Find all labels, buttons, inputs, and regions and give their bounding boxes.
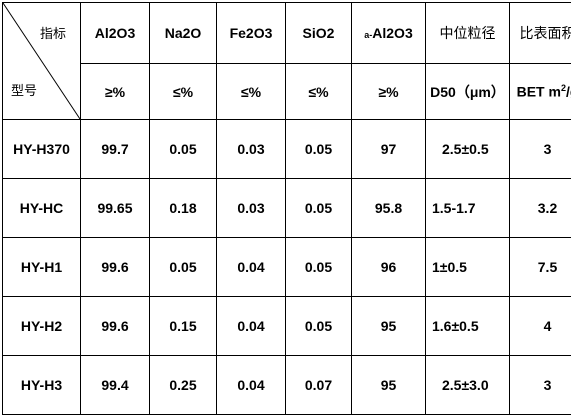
unit-d50: D50（μm） — [425, 63, 510, 120]
model-label: 型号 — [11, 84, 38, 99]
unit-na2o: ≤% — [149, 63, 217, 120]
diagonal-divider — [3, 3, 80, 119]
model-cell: HY-H1 — [2, 237, 81, 297]
al2o3-cell: 99.7 — [80, 119, 150, 179]
fe2o3-cell: 0.04 — [216, 355, 286, 415]
fe2o3-cell: 0.03 — [216, 178, 286, 238]
unit-sio2: ≤% — [285, 63, 352, 120]
na2o-cell: 0.05 — [149, 237, 217, 297]
bet-cell: 3.2 — [509, 178, 571, 238]
model-cell: HY-H3 — [2, 355, 81, 415]
al2o3-cell: 99.6 — [80, 237, 150, 297]
bet-cell: 3 — [509, 119, 571, 179]
bet-cell: 7.5 — [509, 237, 571, 297]
d50-cell: 2.5±0.5 — [425, 119, 510, 179]
col-header-specific-surface-area: 比表面积 — [509, 2, 571, 64]
bet-unit-sup: 2 — [560, 83, 566, 94]
model-cell: HY-H370 — [2, 119, 81, 179]
alpha-al2o3-cell: 97 — [351, 119, 426, 179]
alpha-al2o3-cell: 96 — [351, 237, 426, 297]
na2o-cell: 0.05 — [149, 119, 217, 179]
d50-cell: 1.5-1.7 — [425, 178, 510, 238]
header-row-names: 指标 型号 Al2O3 Na2O Fe2O3 SiO2 a-Al2O3 中位粒径… — [2, 2, 571, 120]
alpha-prefix: a- — [364, 30, 373, 40]
col-header-median-particle-size: 中位粒径 — [425, 2, 510, 64]
fe2o3-cell: 0.03 — [216, 119, 286, 179]
col-header-al2o3: Al2O3 — [80, 2, 150, 64]
col-header-sio2: SiO2 — [285, 2, 352, 64]
table-row: HY-H3 99.4 0.25 0.04 0.07 95 2.5±3.0 3 — [2, 355, 571, 415]
bet-unit-main: BET m — [516, 83, 561, 100]
col-header-fe2o3: Fe2O3 — [216, 2, 286, 64]
alpha-al2o3-label: Al2O3 — [372, 25, 413, 41]
unit-bet: BET m2/g — [509, 63, 571, 120]
alpha-al2o3-cell: 95.8 — [351, 178, 426, 238]
bet-cell: 4 — [509, 296, 571, 356]
al2o3-cell: 99.4 — [80, 355, 150, 415]
na2o-cell: 0.18 — [149, 178, 217, 238]
model-cell: HY-H2 — [2, 296, 81, 356]
al2o3-cell: 99.6 — [80, 296, 150, 356]
model-cell: HY-HC — [2, 178, 81, 238]
col-header-na2o: Na2O — [149, 2, 217, 64]
unit-al2o3: ≥% — [80, 63, 150, 120]
table-row: HY-HC 99.65 0.18 0.03 0.05 95.8 1.5-1.7 … — [2, 178, 571, 238]
na2o-cell: 0.25 — [149, 355, 217, 415]
unit-fe2o3: ≤% — [216, 63, 286, 120]
sio2-cell: 0.07 — [285, 355, 352, 415]
bet-cell: 3 — [509, 355, 571, 415]
na2o-cell: 0.15 — [149, 296, 217, 356]
d50-cell: 1±0.5 — [425, 237, 510, 297]
d50-cell: 1.6±0.5 — [425, 296, 510, 356]
bet-unit-tail: /g — [565, 83, 571, 100]
fe2o3-cell: 0.04 — [216, 237, 286, 297]
al2o3-cell: 99.65 — [80, 178, 150, 238]
indicator-label: 指标 — [40, 27, 67, 42]
table-row: HY-H370 99.7 0.05 0.03 0.05 97 2.5±0.5 3 — [2, 119, 571, 179]
sio2-cell: 0.05 — [285, 296, 352, 356]
table-row: HY-H2 99.6 0.15 0.04 0.05 95 1.6±0.5 4 — [2, 296, 571, 356]
alpha-al2o3-cell: 95 — [351, 355, 426, 415]
col-header-alpha-al2o3: a-Al2O3 — [351, 2, 426, 64]
d50-cell: 2.5±3.0 — [425, 355, 510, 415]
sio2-cell: 0.05 — [285, 237, 352, 297]
table-row: HY-H1 99.6 0.05 0.04 0.05 96 1±0.5 7.5 — [2, 237, 571, 297]
unit-alpha-al2o3: ≥% — [351, 63, 426, 120]
alpha-al2o3-cell: 95 — [351, 296, 426, 356]
corner-header-cell: 指标 型号 — [2, 2, 81, 120]
header-row-units: ≥% ≤% ≤% ≤% ≥% D50（μm） BET m2/g — [3, 63, 571, 120]
fe2o3-cell: 0.04 — [216, 296, 286, 356]
sio2-cell: 0.05 — [285, 178, 352, 238]
sio2-cell: 0.05 — [285, 119, 352, 179]
